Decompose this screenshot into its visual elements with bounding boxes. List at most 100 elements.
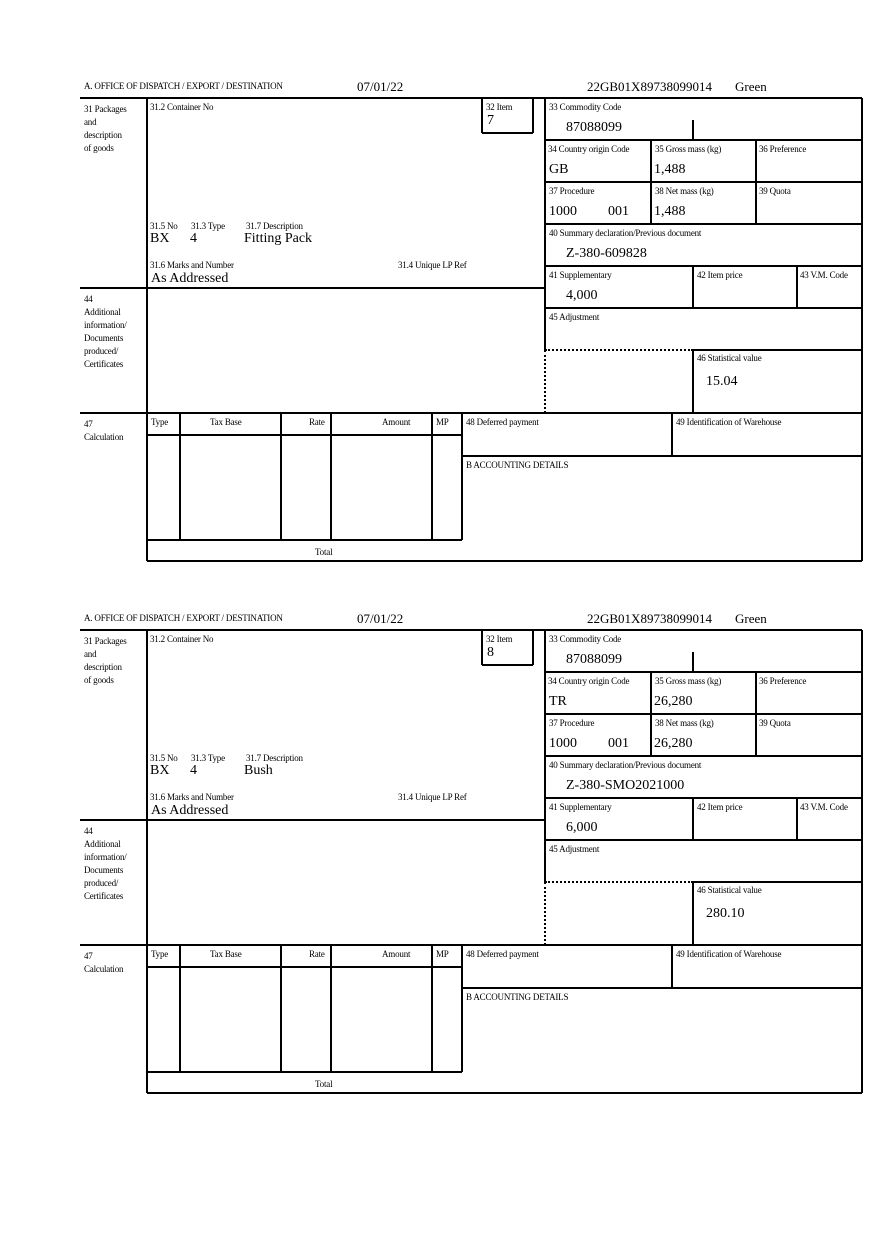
country-origin-label: 34 Country origin Code <box>548 144 630 154</box>
rule-line <box>147 1092 862 1094</box>
supplementary-label: 41 Supplementary <box>549 270 612 280</box>
package-type-label: 31.3 Type <box>191 753 225 763</box>
route-colour: Green <box>735 79 767 94</box>
procedure-code: 1000 <box>549 204 577 219</box>
warehouse-label: 49 Identification of Warehouse <box>676 417 782 427</box>
previous-document: Z-380-SMO2021000 <box>566 778 685 793</box>
rule-line <box>147 1071 462 1073</box>
col-rate: Rate <box>309 949 325 959</box>
unique-lp-ref-label: 31.4 Unique LP Ref <box>398 260 467 270</box>
gross-mass: 1,488 <box>654 162 686 177</box>
office-label: A. OFFICE OF DISPATCH / EXPORT / DESTINA… <box>84 613 283 623</box>
marks-label: 31.6 Marks and Number <box>150 260 234 270</box>
commodity-code-label: 33 Commodity Code <box>549 634 622 644</box>
office-label: A. OFFICE OF DISPATCH / EXPORT / DESTINA… <box>84 81 283 91</box>
marks-and-number: As Addressed <box>151 271 229 286</box>
preference-label: 36 Preference <box>759 676 807 686</box>
rule-line <box>692 798 694 840</box>
total-label: Total <box>315 547 333 557</box>
total-label: Total <box>315 1079 333 1089</box>
description-label: 31.7 Description <box>246 753 303 763</box>
rule-line <box>796 266 798 308</box>
col-amount: Amount <box>382 417 411 427</box>
supplementary-label: 41 Supplementary <box>549 802 612 812</box>
goods-description: Fitting Pack <box>244 231 313 246</box>
reference-number: 22GB01X89738099014 <box>587 79 712 94</box>
item-price-label: 42 Item price <box>697 270 743 280</box>
rule-line <box>80 97 862 99</box>
accounting-details-label: B ACCOUNTING DETAILS <box>466 992 569 1002</box>
rule-line <box>545 307 862 309</box>
supplementary-units: 4,000 <box>566 288 598 303</box>
rule-line <box>462 455 862 457</box>
rule-line <box>80 629 862 631</box>
rule-line <box>482 664 533 666</box>
rule-line <box>545 181 862 183</box>
rule-line <box>693 881 862 883</box>
rule-line <box>280 945 282 1072</box>
rule-line <box>481 98 483 133</box>
additional-info-label: 44 Additional information/ Documents pro… <box>84 294 127 369</box>
calculation-label: 47 Calculation <box>84 951 124 974</box>
rule-line <box>755 672 757 756</box>
warehouse-label: 49 Identification of Warehouse <box>676 949 782 959</box>
net-mass-label: 38 Net mass (kg) <box>655 718 714 728</box>
container-no-label: 31.2 Container No <box>150 102 214 112</box>
date: 07/01/22 <box>357 611 404 626</box>
vm-code-label: 43 V.M. Code <box>800 802 848 812</box>
rule-line <box>179 945 181 1072</box>
rule-line <box>545 223 862 225</box>
supplementary-units: 6,000 <box>566 820 598 835</box>
statistical-value: 15.04 <box>706 374 738 389</box>
statistical-value: 280.10 <box>706 906 745 921</box>
commodity-code-label: 33 Commodity Code <box>549 102 622 112</box>
rule-line <box>692 350 694 413</box>
gross-mass: 26,280 <box>654 694 693 709</box>
package-count: 4 <box>190 763 197 778</box>
package-type-label: 31.3 Type <box>191 221 225 231</box>
net-mass: 26,280 <box>654 736 693 751</box>
col-amount: Amount <box>382 949 411 959</box>
box31-label: 31 Packages and description of goods <box>84 636 127 685</box>
rule-line <box>545 755 862 757</box>
rule-line <box>147 539 462 541</box>
deferred-payment-label: 48 Deferred payment <box>466 949 539 959</box>
adjustment-label: 45 Adjustment <box>549 844 600 854</box>
rule-line <box>280 413 282 540</box>
rule-line <box>532 98 534 133</box>
item-number: 8 <box>487 645 494 660</box>
adjustment-label: 45 Adjustment <box>549 312 600 322</box>
rule-line <box>755 140 757 224</box>
rule-line <box>671 413 673 456</box>
rule-line <box>147 966 462 968</box>
rule-line <box>147 434 462 436</box>
item-label: 32 Item <box>486 634 513 644</box>
package-kind: BX <box>150 231 170 246</box>
gross-mass-label: 35 Gross mass (kg) <box>655 144 722 154</box>
commodity-code: 87088099 <box>566 652 622 667</box>
rule-line <box>671 945 673 988</box>
rule-line <box>80 287 545 289</box>
dotted-line <box>545 349 693 351</box>
package-kind: BX <box>150 763 170 778</box>
rule-line <box>545 139 862 141</box>
previous-document-label: 40 Summary declaration/Previous document <box>549 760 702 770</box>
gross-mass-label: 35 Gross mass (kg) <box>655 676 722 686</box>
statistical-value-label: 46 Statistical value <box>697 353 762 363</box>
country-origin: GB <box>549 162 569 177</box>
col-type: Type <box>151 949 169 959</box>
item-number: 7 <box>487 113 494 128</box>
procedure-additional: 001 <box>608 204 629 219</box>
preference-label: 36 Preference <box>759 144 807 154</box>
rule-line <box>692 266 694 308</box>
procedure-code: 1000 <box>549 736 577 751</box>
box31-label: 31 Packages and description of goods <box>84 104 127 153</box>
container-no-label: 31.2 Container No <box>150 634 214 644</box>
rule-line <box>179 413 181 540</box>
rule-line <box>692 652 694 672</box>
net-mass: 1,488 <box>654 204 686 219</box>
dotted-line <box>545 881 693 883</box>
rule-line <box>431 945 433 1072</box>
country-origin-label: 34 Country origin Code <box>548 676 630 686</box>
procedure-label: 37 Procedure <box>549 186 595 196</box>
